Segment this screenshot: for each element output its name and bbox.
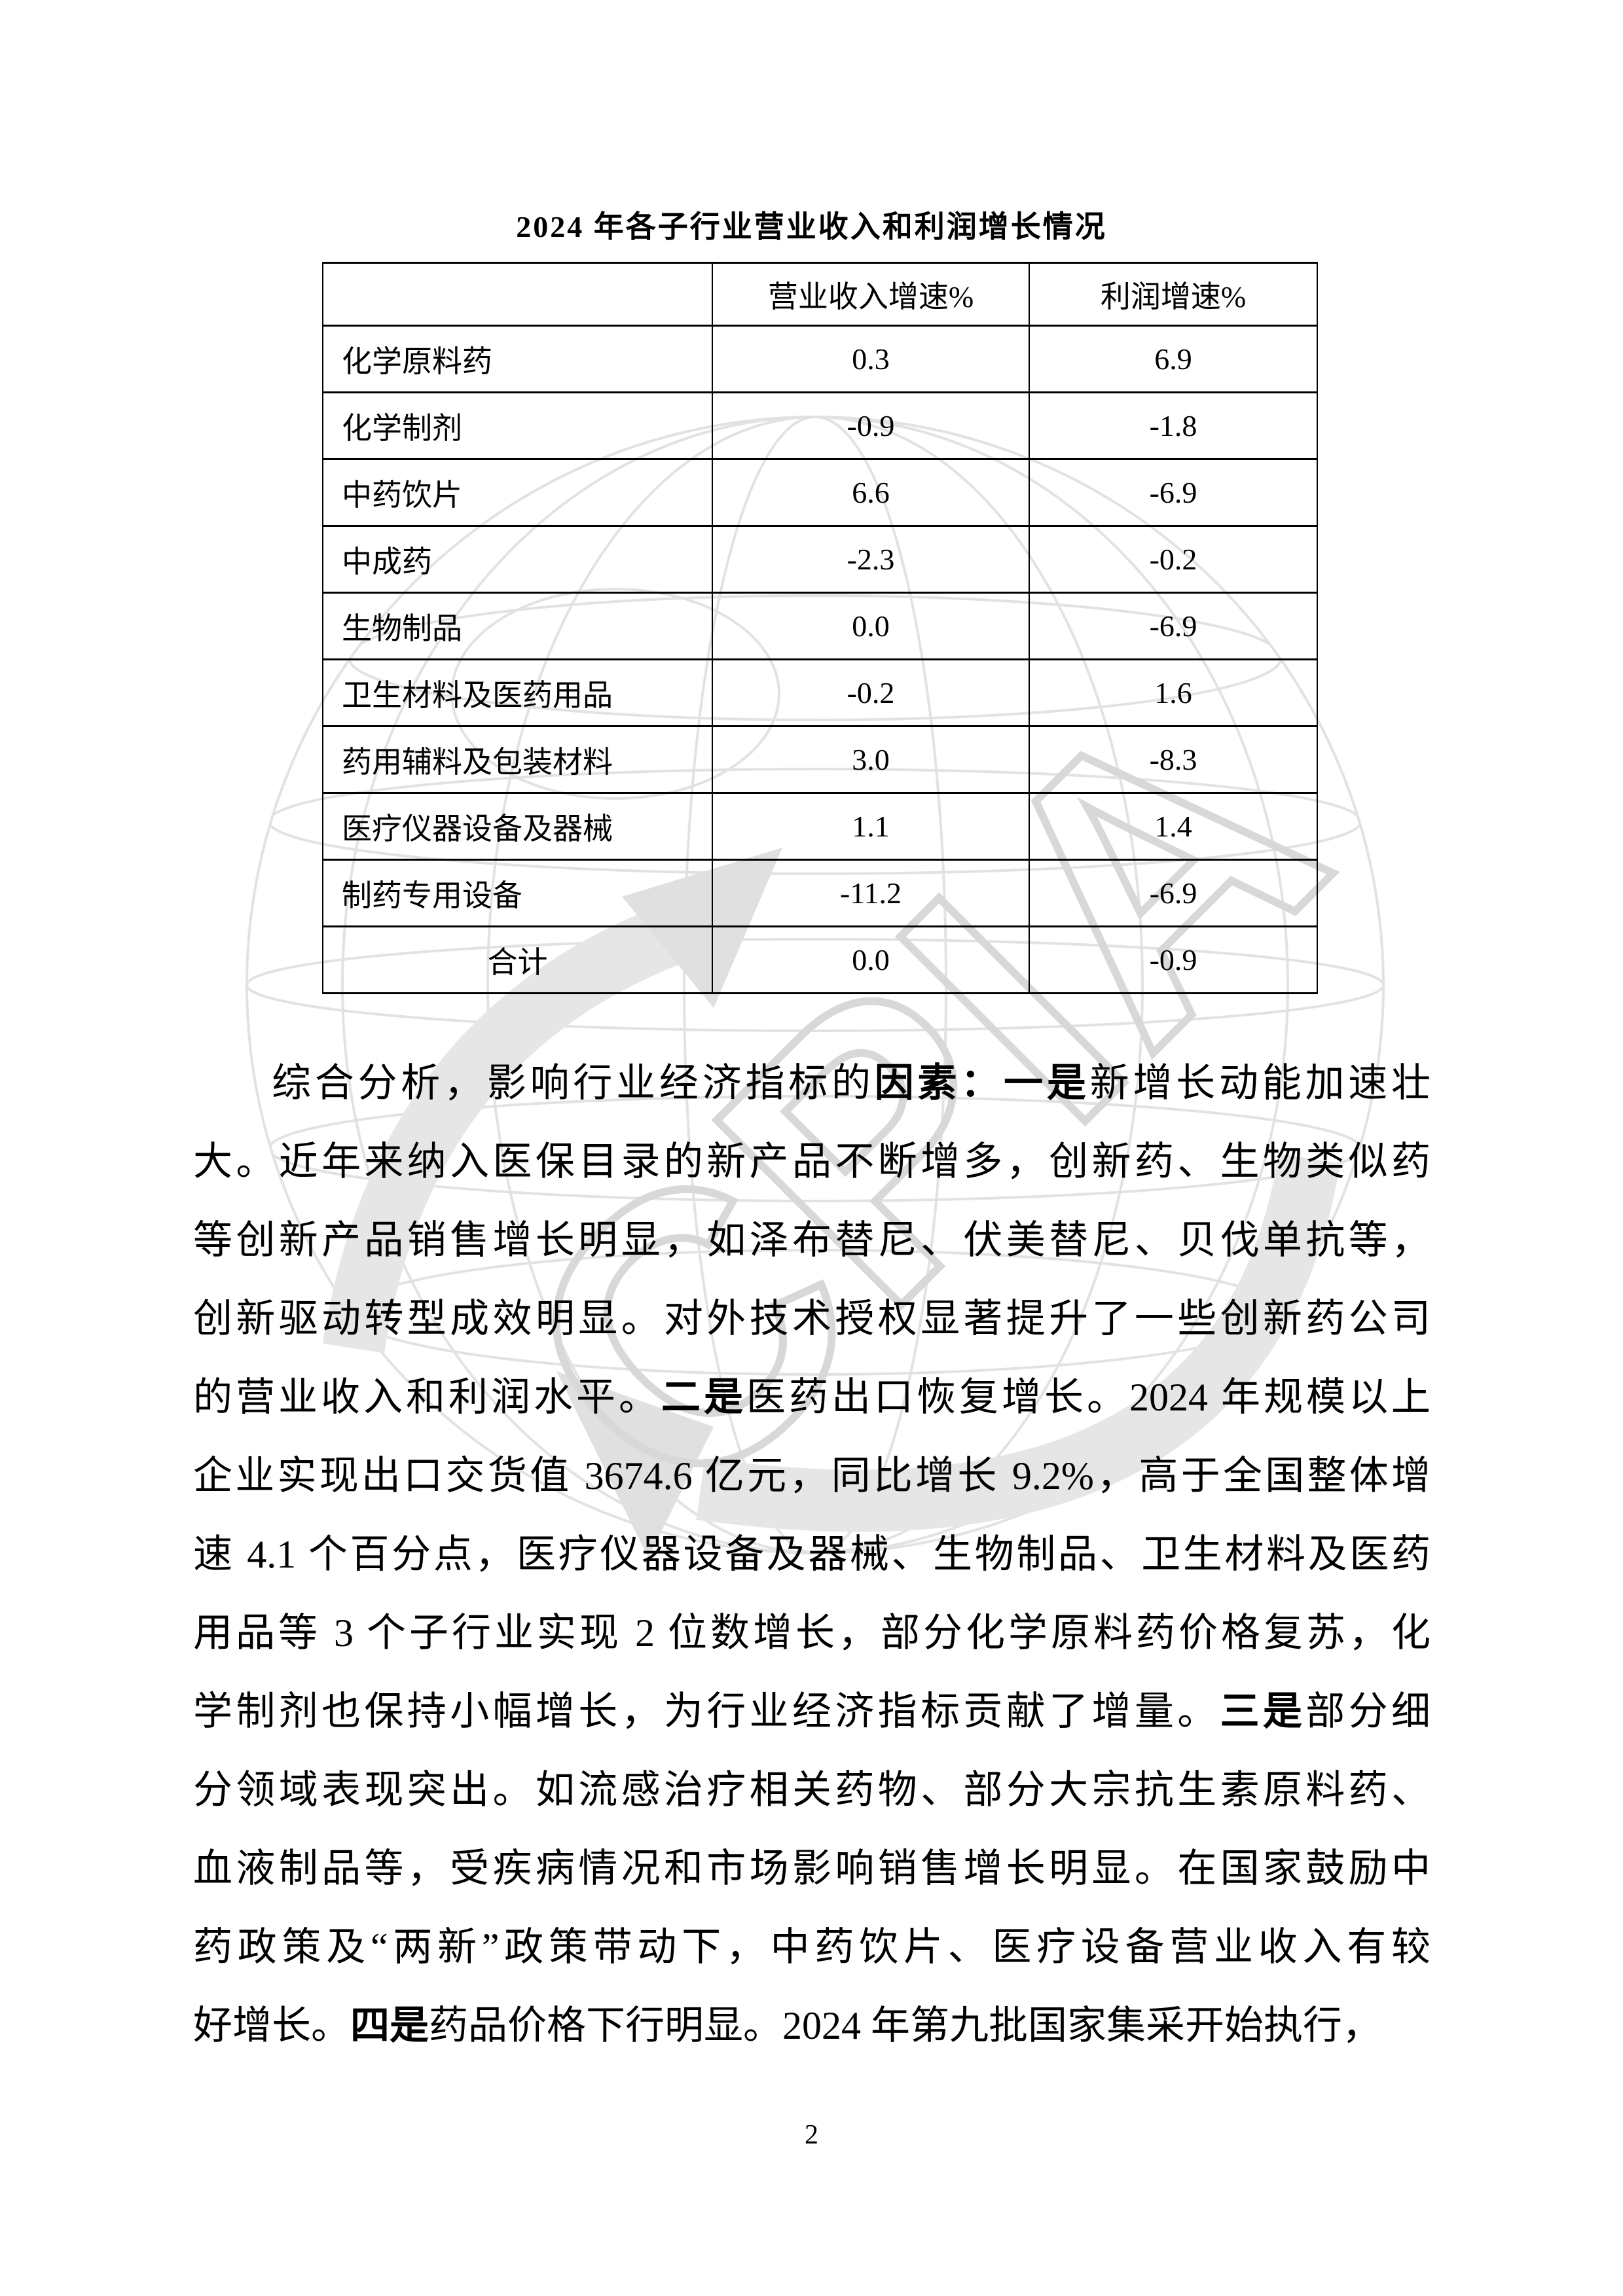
line-text: 大。近年来纳入医保目录的新产品不断增多，创新药、生物类似药 bbox=[193, 1140, 1431, 1183]
row-label: 制药专用设备 bbox=[322, 859, 713, 927]
profit-value: 6.9 bbox=[1029, 325, 1318, 393]
paragraph-line: 好增长。四是药品价格下行明显。2024 年第九批国家集采开始执行， bbox=[193, 1986, 1431, 2065]
paragraph-line: 分领域表现突出。如流感治疗相关药物、部分大宗抗生素原料药、 bbox=[193, 1751, 1431, 1829]
table-corner-cell bbox=[322, 262, 713, 327]
column-header-revenue: 营业收入增速% bbox=[712, 262, 1030, 327]
paragraph-line: 企业实现出口交货值 3674.6 亿元，同比增长 9.2%，高于全国整体增 bbox=[193, 1437, 1431, 1515]
bold-lead-in: 因素：一是 bbox=[874, 1062, 1090, 1105]
line-text: 速 4.1 个百分点，医疗仪器设备及器械、生物制品、卫生材料及医药 bbox=[193, 1533, 1431, 1576]
line-text: 药品价格下行明显。2024 年第九批国家集采开始执行， bbox=[429, 2004, 1381, 2047]
table-row-total: 合计 0.0 -0.9 bbox=[322, 925, 1318, 994]
profit-value: -0.9 bbox=[1029, 925, 1318, 994]
line-text: 好增长。 bbox=[193, 2004, 350, 2047]
table-row: 化学制剂 -0.9 -1.8 bbox=[322, 391, 1318, 460]
profit-value: -6.9 bbox=[1029, 592, 1318, 660]
revenue-value: 0.0 bbox=[712, 925, 1030, 994]
profit-value: -6.9 bbox=[1029, 458, 1318, 527]
row-label: 中药饮片 bbox=[322, 458, 713, 527]
line-text: 企业实现出口交货值 3674.6 亿元，同比增长 9.2%，高于全国整体增 bbox=[193, 1454, 1431, 1498]
paragraph-line: 学制剂也保持小幅增长，为行业经济指标贡献了增量。三是部分细 bbox=[193, 1672, 1431, 1751]
row-label: 药用辅料及包装材料 bbox=[322, 725, 713, 794]
table-row: 化学原料药 0.3 6.9 bbox=[322, 325, 1318, 393]
bold-lead-in: 二是 bbox=[661, 1376, 746, 1419]
line-text: 医药出口恢复增长。2024 年规模以上 bbox=[746, 1376, 1431, 1419]
row-label-total: 合计 bbox=[322, 925, 713, 994]
revenue-value: -11.2 bbox=[712, 859, 1030, 927]
revenue-value: 3.0 bbox=[712, 725, 1030, 794]
line-text: 血液制品等，受疾病情况和市场影响销售增长明显。在国家鼓励中 bbox=[193, 1847, 1431, 1890]
line-text: 新增长动能加速壮 bbox=[1089, 1062, 1431, 1105]
revenue-value: 0.0 bbox=[712, 592, 1030, 660]
revenue-value: -0.2 bbox=[712, 658, 1030, 727]
table-row: 中药饮片 6.6 -6.9 bbox=[322, 458, 1318, 527]
table-row: 制药专用设备 -11.2 -6.9 bbox=[322, 859, 1318, 927]
paragraph-line: 速 4.1 个百分点，医疗仪器设备及器械、生物制品、卫生材料及医药 bbox=[193, 1515, 1431, 1594]
line-text: 部分细 bbox=[1305, 1690, 1431, 1733]
row-label: 卫生材料及医药用品 bbox=[322, 658, 713, 727]
row-label: 中成药 bbox=[322, 525, 713, 594]
profit-value: -1.8 bbox=[1029, 391, 1318, 460]
profit-value: -0.2 bbox=[1029, 525, 1318, 594]
paragraph-line: 大。近年来纳入医保目录的新产品不断增多，创新药、生物类似药 bbox=[193, 1122, 1431, 1201]
revenue-value: 6.6 bbox=[712, 458, 1030, 527]
paragraph-line: 血液制品等，受疾病情况和市场影响销售增长明显。在国家鼓励中 bbox=[193, 1829, 1431, 1908]
analysis-paragraph: 综合分析，影响行业经济指标的因素：一是新增长动能加速壮 大。近年来纳入医保目录的… bbox=[193, 1044, 1431, 2065]
profit-value: 1.6 bbox=[1029, 658, 1318, 727]
line-text: 创新驱动转型成效明显。对外技术授权显著提升了一些创新药公司 bbox=[193, 1297, 1431, 1340]
revenue-value: 1.1 bbox=[712, 792, 1030, 861]
profit-value: -6.9 bbox=[1029, 859, 1318, 927]
page-title: 2024 年各子行业营业收入和利润增长情况 bbox=[516, 210, 1107, 243]
line-text: 综合分析，影响行业经济指标的 bbox=[272, 1062, 875, 1105]
table-row: 中成药 -2.3 -0.2 bbox=[322, 525, 1318, 594]
paragraph-line: 用品等 3 个子行业实现 2 位数增长，部分化学原料药价格复苏，化 bbox=[193, 1594, 1431, 1672]
line-text: 用品等 3 个子行业实现 2 位数增长，部分化学原料药价格复苏，化 bbox=[193, 1611, 1431, 1655]
row-label: 化学原料药 bbox=[322, 325, 713, 393]
line-text: 等创新产品销售增长明显，如泽布替尼、伏美替尼、贝伐单抗等， bbox=[193, 1219, 1431, 1262]
revenue-value: 0.3 bbox=[712, 325, 1030, 393]
page-number: 2 bbox=[805, 2120, 818, 2150]
profit-value: -8.3 bbox=[1029, 725, 1318, 794]
revenue-value: -0.9 bbox=[712, 391, 1030, 460]
row-label: 医疗仪器设备及器械 bbox=[322, 792, 713, 861]
paragraph-line: 等创新产品销售增长明显，如泽布替尼、伏美替尼、贝伐单抗等， bbox=[193, 1201, 1431, 1280]
bold-lead-in: 四是 bbox=[350, 2004, 429, 2047]
industry-growth-table: 营业收入增速% 利润增速% 化学原料药 0.3 6.9 化学制剂 -0.9 -1… bbox=[322, 262, 1318, 994]
table-header-row: 营业收入增速% 利润增速% bbox=[322, 262, 1318, 327]
orbit-arrow-down-icon bbox=[556, 1153, 1340, 1558]
row-label: 化学制剂 bbox=[322, 391, 713, 460]
line-text: 药政策及“两新”政策带动下，中药饮片、医疗设备营业收入有较 bbox=[193, 1926, 1431, 1969]
paragraph-line: 创新驱动转型成效明显。对外技术授权显著提升了一些创新药公司 bbox=[193, 1280, 1431, 1358]
paragraph-line: 综合分析，影响行业经济指标的因素：一是新增长动能加速壮 bbox=[193, 1044, 1431, 1122]
revenue-value: -2.3 bbox=[712, 525, 1030, 594]
line-text: 分领域表现突出。如流感治疗相关药物、部分大宗抗生素原料药、 bbox=[193, 1768, 1431, 1812]
column-header-profit: 利润增速% bbox=[1029, 262, 1318, 327]
line-text: 的营业收入和利润水平。 bbox=[193, 1376, 661, 1419]
paragraph-line: 药政策及“两新”政策带动下，中药饮片、医疗设备营业收入有较 bbox=[193, 1908, 1431, 1986]
profit-value: 1.4 bbox=[1029, 792, 1318, 861]
bold-lead-in: 三是 bbox=[1220, 1690, 1306, 1733]
line-text: 学制剂也保持小幅增长，为行业经济指标贡献了增量。 bbox=[193, 1690, 1220, 1733]
table-row: 药用辅料及包装材料 3.0 -8.3 bbox=[322, 725, 1318, 794]
row-label: 生物制品 bbox=[322, 592, 713, 660]
table-row: 医疗仪器设备及器械 1.1 1.4 bbox=[322, 792, 1318, 861]
paragraph-line: 的营业收入和利润水平。二是医药出口恢复增长。2024 年规模以上 bbox=[193, 1358, 1431, 1437]
table-row: 生物制品 0.0 -6.9 bbox=[322, 592, 1318, 660]
table-row: 卫生材料及医药用品 -0.2 1.6 bbox=[322, 658, 1318, 727]
